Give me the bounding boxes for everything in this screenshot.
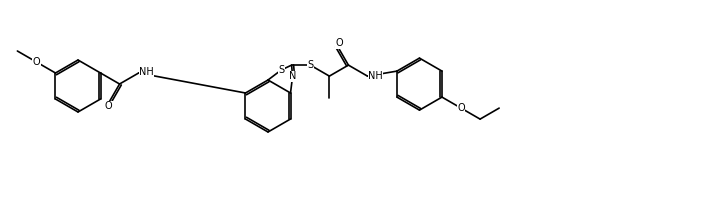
Text: O: O <box>457 103 465 113</box>
Text: O: O <box>32 57 40 67</box>
Text: NH: NH <box>368 71 383 81</box>
Text: S: S <box>307 60 313 70</box>
Text: O: O <box>336 38 343 48</box>
Text: NH: NH <box>139 67 154 77</box>
Text: N: N <box>289 72 296 82</box>
Text: O: O <box>104 101 112 111</box>
Text: S: S <box>278 65 284 75</box>
